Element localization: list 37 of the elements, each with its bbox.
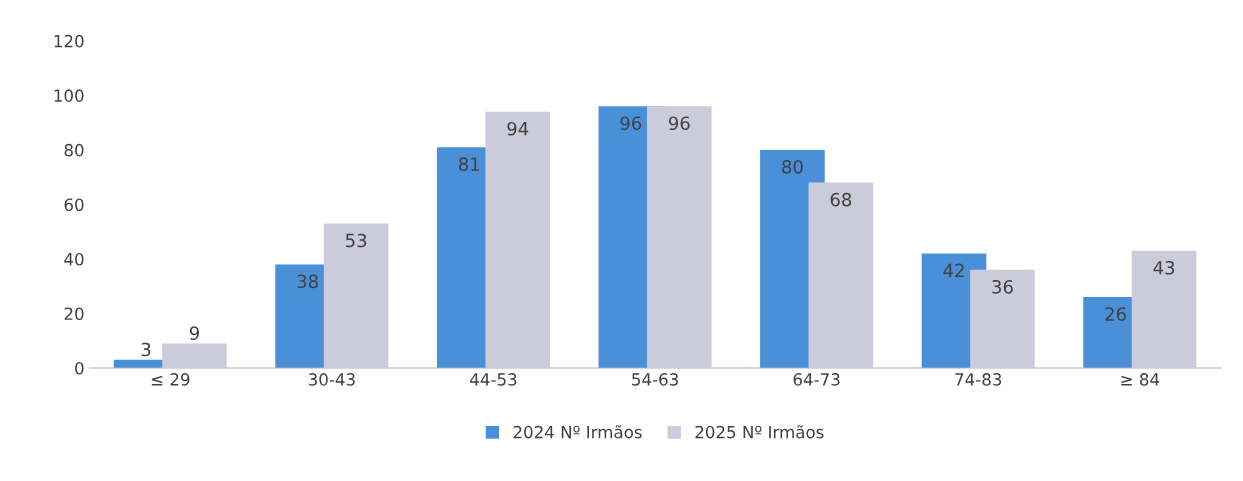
data-label: 3 [141, 342, 151, 357]
data-label: 81 [458, 157, 480, 171]
x-tick-label: ≥ 84 [1121, 373, 1160, 386]
bar [646, 106, 712, 368]
bar [162, 343, 227, 368]
bar [970, 269, 1035, 368]
data-label: 80 [782, 160, 803, 174]
data-label: 53 [346, 233, 367, 248]
x-tick-label: ≤ 29 [151, 373, 190, 386]
data-label: 43 [1153, 260, 1175, 275]
bar [485, 111, 551, 368]
legend-label: 2025 Nº Irmãos [695, 425, 824, 439]
x-tick-label: 74-83 [955, 373, 1002, 386]
y-tick-label: 0 [75, 361, 84, 375]
x-tick-label: 30-43 [308, 373, 355, 386]
y-tick-label: 100 [54, 89, 84, 102]
data-label: 42 [943, 263, 964, 278]
data-label: 94 [507, 121, 529, 136]
y-tick-label: 20 [64, 307, 84, 321]
data-label: 36 [992, 279, 1013, 294]
legend-label: 2024 Nº Irmãos [513, 425, 642, 439]
bar [808, 182, 874, 368]
bar [323, 223, 389, 368]
x-tick-label: 54-63 [632, 373, 678, 386]
y-tick-label: 60 [64, 198, 84, 211]
y-tick-label: 120 [54, 34, 84, 48]
data-label: 96 [620, 116, 642, 131]
y-tick-label: 40 [64, 252, 84, 266]
data-label: 9 [189, 326, 199, 340]
data-label: 68 [830, 192, 852, 207]
x-tick-label: 64-73 [793, 373, 840, 386]
x-tick-label: 44-53 [470, 373, 517, 386]
data-label: 38 [297, 274, 318, 289]
y-tick-label: 80 [64, 143, 84, 157]
data-label: 26 [1105, 307, 1126, 321]
data-label: 96 [668, 116, 690, 131]
bar [1131, 250, 1197, 368]
